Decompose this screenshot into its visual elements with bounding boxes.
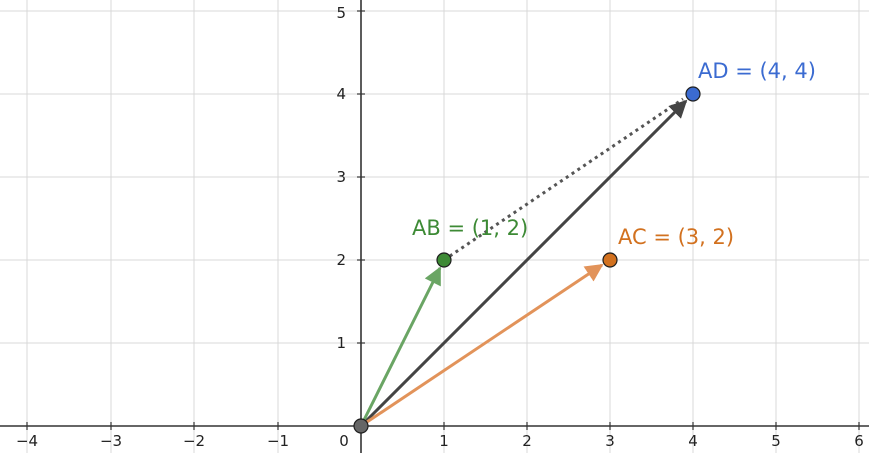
vector-ac-label: AC = (3, 2)	[618, 225, 734, 249]
vector-ab-label: AB = (1, 2)	[412, 216, 528, 240]
vector-ac-arrow	[360, 263, 604, 428]
x-tick-label-4: 4	[688, 432, 698, 450]
x-tick-label-neg3: −3	[100, 432, 122, 450]
x-tick-label-neg2: −2	[183, 432, 205, 450]
x-tick-marks	[26, 422, 860, 430]
x-tick-labels: −4 −3 −2 −1 1 2 3 4 5 6	[16, 432, 864, 450]
x-tick-label-1: 1	[439, 432, 449, 450]
x-tick-label-6: 6	[854, 432, 864, 450]
x-tick-label-3: 3	[605, 432, 615, 450]
vector-ad-arrow	[359, 99, 688, 428]
y-tick-label-4: 4	[336, 85, 346, 103]
x-tick-label-neg4: −4	[16, 432, 38, 450]
origin-label: 0	[339, 432, 349, 450]
y-tick-label-3: 3	[336, 168, 346, 186]
point-b[interactable]	[436, 252, 452, 268]
y-tick-label-2: 2	[336, 251, 346, 269]
x-tick-label-5: 5	[771, 432, 781, 450]
y-tick-label-1: 1	[336, 334, 346, 352]
y-tick-label-5: 5	[336, 4, 346, 22]
vector-ab-arrow	[359, 266, 442, 427]
point-d[interactable]	[685, 86, 701, 102]
y-tick-labels: 1 2 3 4 5	[336, 4, 346, 352]
y-tick-marks	[357, 10, 365, 344]
point-c[interactable]	[602, 252, 618, 268]
vector-ad-label: AD = (4, 4)	[698, 59, 816, 83]
x-tick-label-neg1: −1	[267, 432, 289, 450]
dotted-segment-bd	[443, 97, 684, 262]
x-tick-label-2: 2	[522, 432, 532, 450]
origin-point-a[interactable]	[353, 418, 369, 434]
